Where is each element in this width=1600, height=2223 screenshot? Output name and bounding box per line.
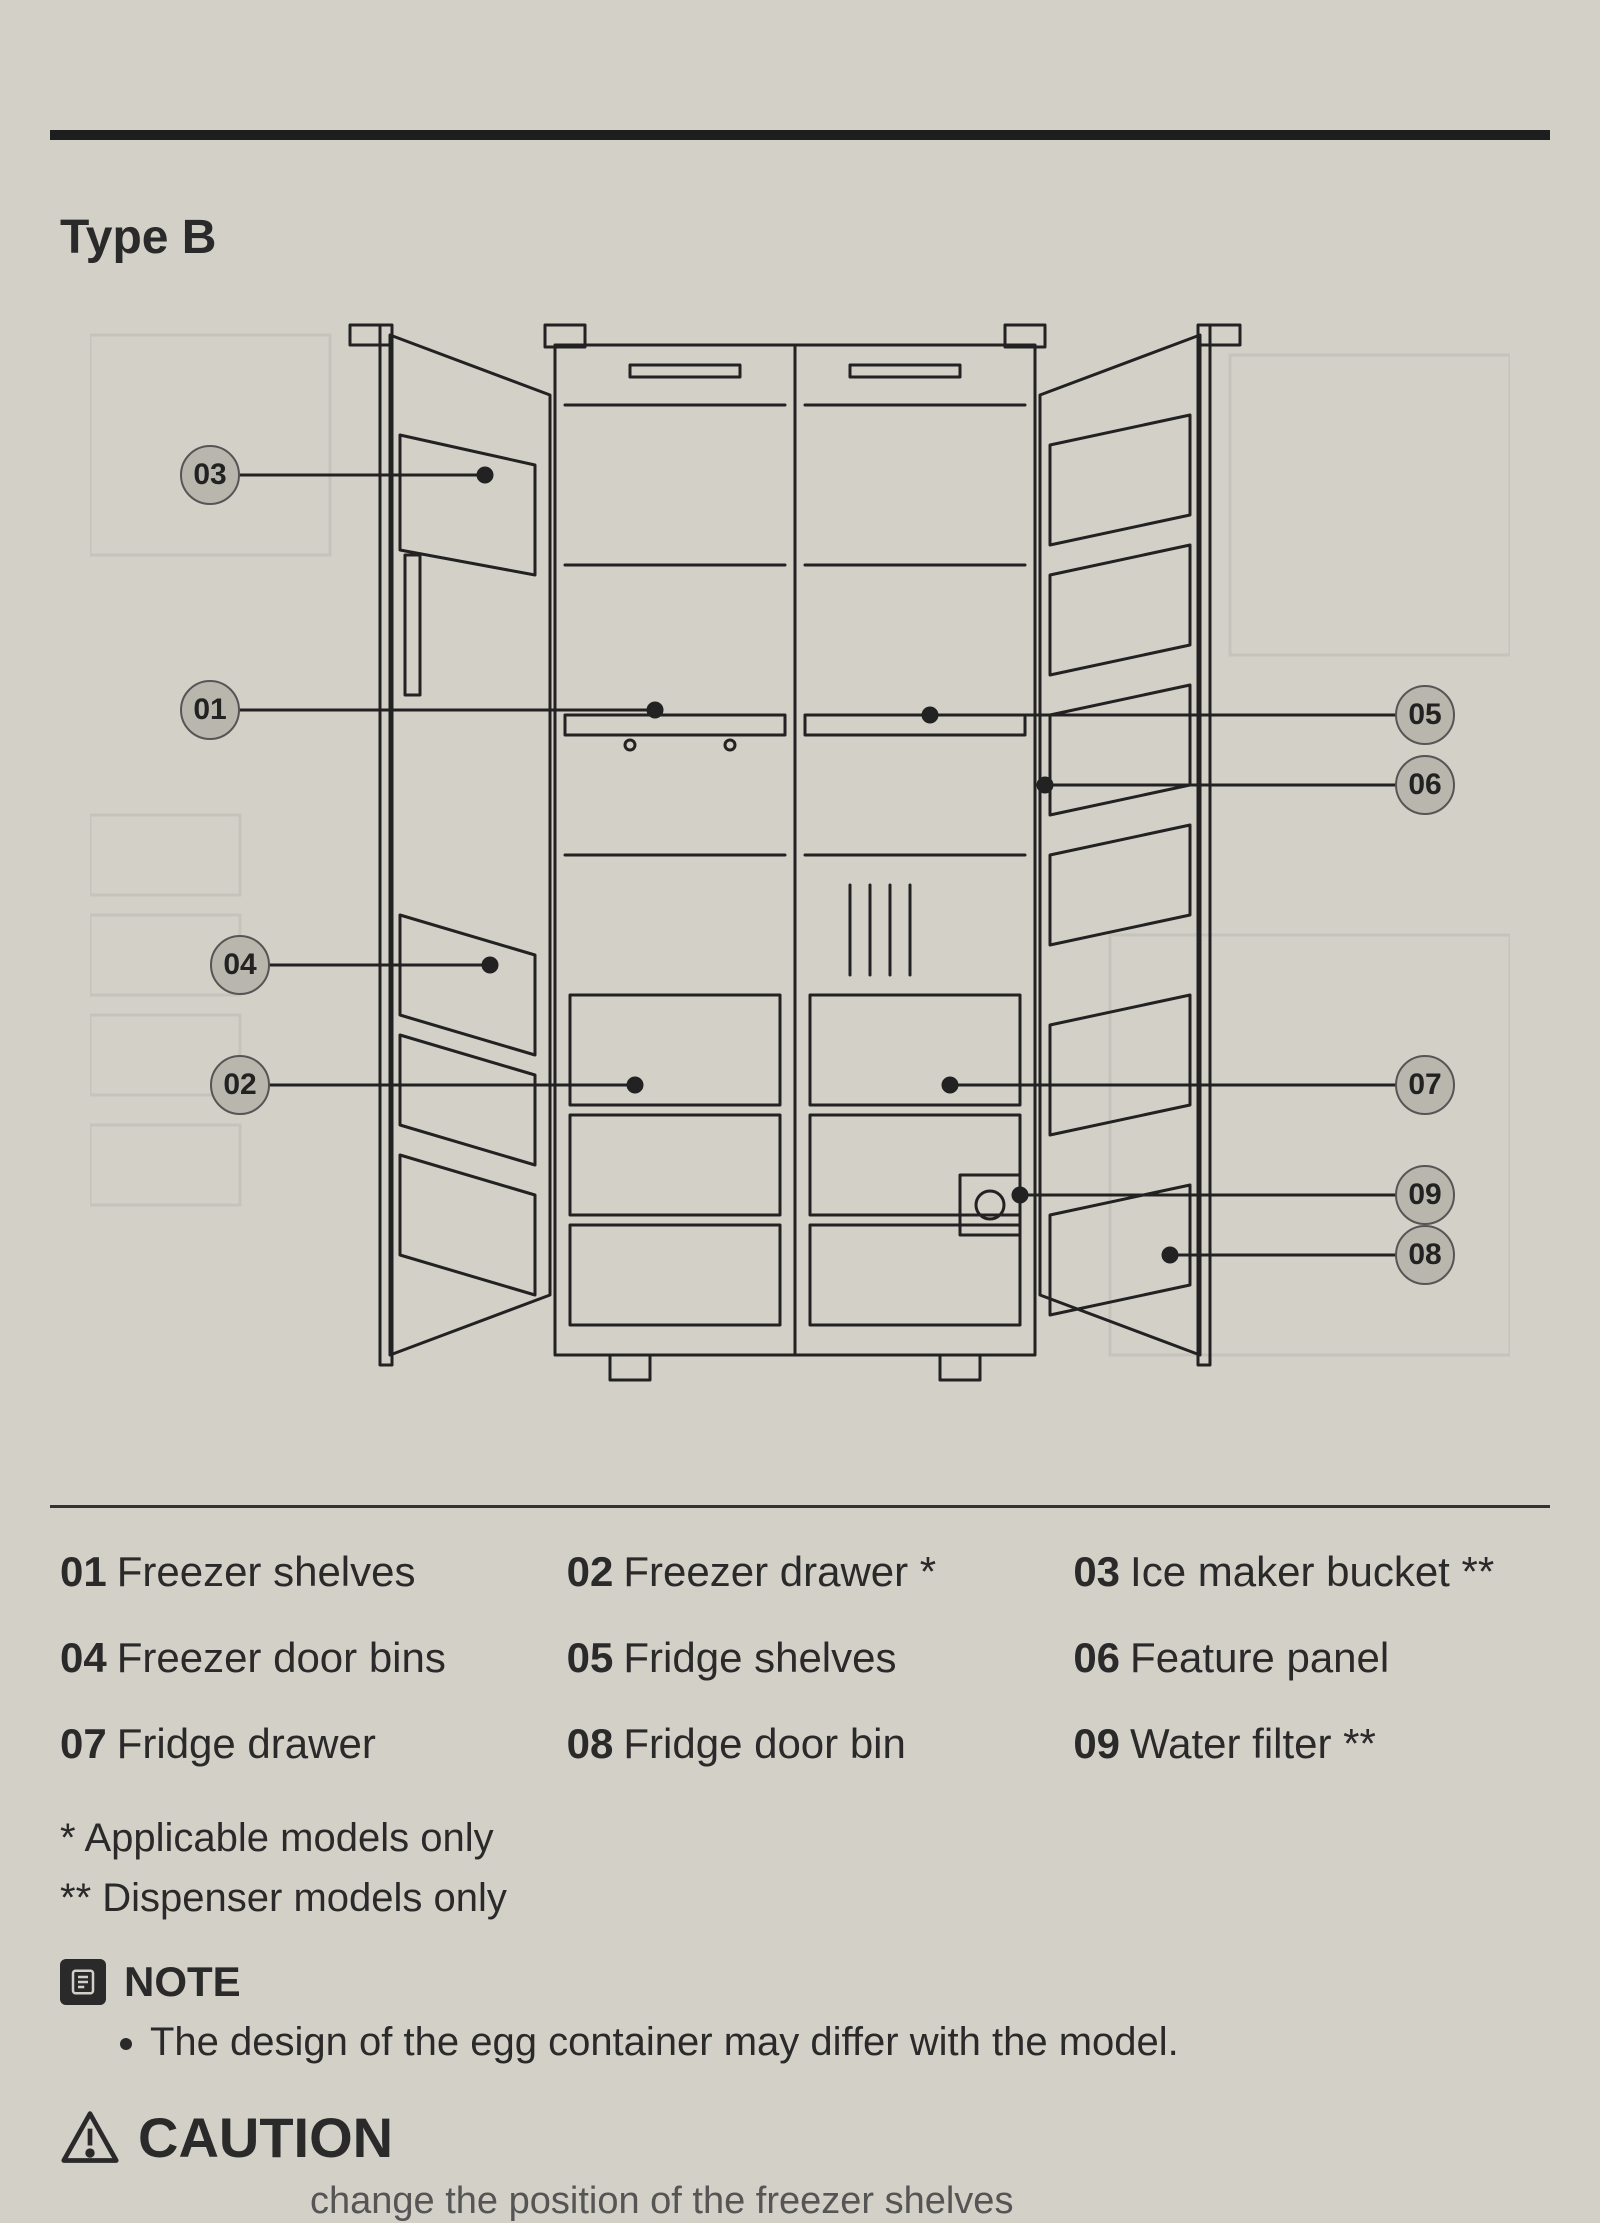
type-title: Type B xyxy=(60,210,1550,265)
callout-06: 06 xyxy=(1395,755,1455,815)
note-label: NOTE xyxy=(124,1958,241,2006)
legend-item: 04Freezer door bins xyxy=(60,1634,527,1682)
fridge-diagram: 03 01 04 02 05 06 07 09 08 xyxy=(90,295,1510,1475)
footnote: ** Dispenser models only xyxy=(60,1868,1540,1928)
legend-divider xyxy=(50,1505,1550,1508)
footnote: * Applicable models only xyxy=(60,1808,1540,1868)
note-heading: NOTE xyxy=(60,1958,1540,2006)
note-bullets: The design of the egg container may diff… xyxy=(110,2020,1540,2065)
callout-04: 04 xyxy=(210,935,270,995)
legend-item: 01Freezer shelves xyxy=(60,1548,527,1596)
legend-item: 03Ice maker bucket ** xyxy=(1073,1548,1540,1596)
callout-09: 09 xyxy=(1395,1165,1455,1225)
callout-03: 03 xyxy=(180,445,240,505)
top-rule xyxy=(50,130,1550,140)
callout-05: 05 xyxy=(1395,685,1455,745)
callout-08: 08 xyxy=(1395,1225,1455,1285)
caution-heading: CAUTION xyxy=(60,2105,1540,2170)
note-icon xyxy=(60,1959,106,2005)
parts-legend: 01Freezer shelves 02Freezer drawer * 03I… xyxy=(60,1548,1540,1768)
callout-01: 01 xyxy=(180,680,240,740)
legend-item: 06Feature panel xyxy=(1073,1634,1540,1682)
legend-item: 09Water filter ** xyxy=(1073,1720,1540,1768)
caution-label: CAUTION xyxy=(138,2105,393,2170)
callout-07: 07 xyxy=(1395,1055,1455,1115)
callout-02: 02 xyxy=(210,1055,270,1115)
legend-item: 05Fridge shelves xyxy=(567,1634,1034,1682)
legend-item: 08Fridge door bin xyxy=(567,1720,1034,1768)
caution-icon xyxy=(60,2108,120,2168)
note-bullet: The design of the egg container may diff… xyxy=(150,2020,1540,2065)
legend-item: 07Fridge drawer xyxy=(60,1720,527,1768)
footnotes: * Applicable models only ** Dispenser mo… xyxy=(60,1808,1540,1928)
legend-item: 02Freezer drawer * xyxy=(567,1548,1034,1596)
cutoff-text: change the position of the freezer shelv… xyxy=(310,2180,1550,2223)
